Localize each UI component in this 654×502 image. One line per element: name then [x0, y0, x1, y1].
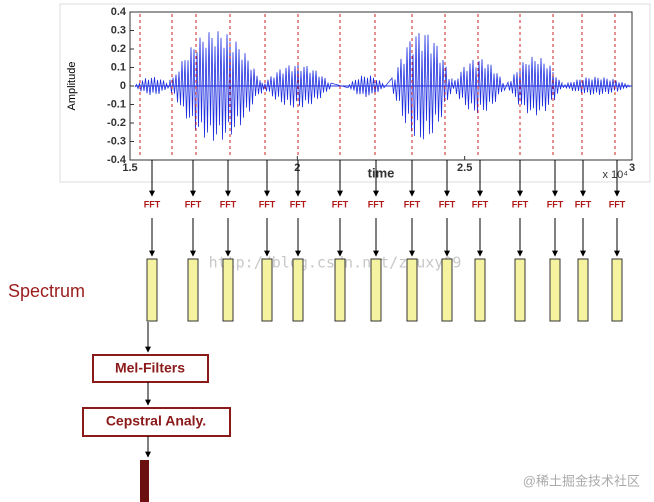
fft-label: FFT [404, 199, 421, 209]
fft-label: FFT [547, 199, 564, 209]
fft-label: FFT [439, 199, 456, 209]
spectrum-block [441, 258, 453, 322]
spectrum-label: Spectrum [8, 281, 85, 301]
step-label: Mel-Filters [115, 360, 185, 376]
x-multiplier: x 10⁴ [602, 169, 628, 181]
x-tick-label: 3 [629, 162, 635, 174]
fft-label: FFT [144, 199, 161, 209]
spectrum-block [187, 258, 199, 322]
spectrum-block [577, 258, 589, 322]
y-tick-label: -0.3 [107, 135, 126, 147]
fft-label: FFT [220, 199, 237, 209]
fft-label: FFT [368, 199, 385, 209]
spectrum-block [611, 258, 623, 322]
step-box [82, 407, 231, 437]
y-tick-label: -0.1 [107, 98, 126, 110]
step-box [92, 354, 209, 383]
spectrum-block [406, 258, 418, 322]
spectrum-block [222, 258, 234, 322]
fft-label: FFT [290, 199, 307, 209]
y-axis-label: Amplitude [66, 62, 78, 111]
waveform [134, 31, 632, 141]
spectrum-block [334, 258, 346, 322]
y-tick-label: 0.4 [111, 6, 127, 18]
y-tick-label: 0.3 [111, 24, 126, 36]
fft-label: FFT [472, 199, 489, 209]
spectrum-block [261, 258, 273, 322]
fft-label: FFT [185, 199, 202, 209]
x-axis-label: time [368, 165, 395, 180]
y-tick-label: 0.1 [111, 61, 126, 73]
y-tick-label: -0.4 [107, 154, 127, 166]
fft-label: FFT [575, 199, 592, 209]
fft-label: FFT [609, 199, 626, 209]
spectrum-block [146, 258, 158, 322]
spectrum-block [474, 258, 486, 322]
watermark: @稀土掘金技术社区 [523, 473, 640, 488]
x-tick-label: 2 [294, 162, 300, 174]
x-tick-label: 1.5 [122, 162, 137, 174]
y-tick-label: 0 [120, 80, 126, 92]
plot-frame [59, 3, 651, 183]
spectrum-block [514, 258, 526, 322]
fft-label: FFT [512, 199, 529, 209]
spectrum-block [292, 258, 304, 322]
step-label: Cepstral Analy. [106, 413, 206, 429]
output-bar [140, 460, 149, 502]
spectrum-block [370, 258, 382, 322]
spectrum-block [549, 258, 561, 322]
x-tick-label: 2.5 [457, 162, 472, 174]
fft-label: FFT [259, 199, 276, 209]
y-tick-label: -0.2 [107, 117, 126, 129]
fft-label: FFT [332, 199, 349, 209]
y-tick-label: 0.2 [111, 43, 126, 55]
